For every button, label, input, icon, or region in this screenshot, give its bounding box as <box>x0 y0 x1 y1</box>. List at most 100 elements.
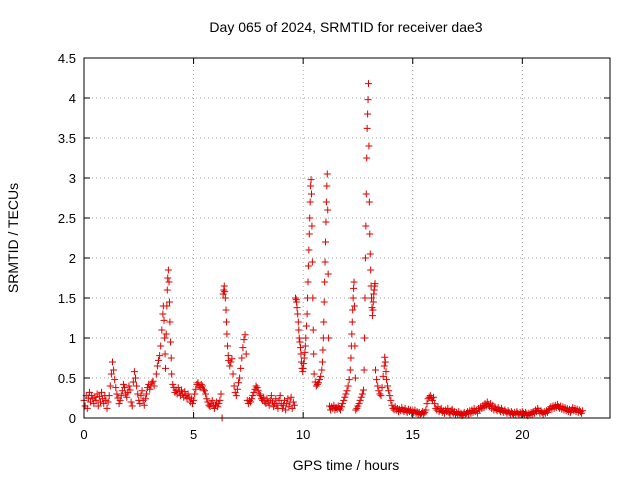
y-tick-label: 1 <box>69 331 76 346</box>
data-point <box>362 222 370 230</box>
data-point <box>374 382 382 390</box>
data-point <box>366 250 374 258</box>
data-point <box>310 370 318 378</box>
data-point <box>342 390 350 398</box>
data-point <box>338 403 346 411</box>
data-point <box>214 403 222 411</box>
data-point <box>134 390 142 398</box>
data-point <box>161 334 169 342</box>
data-point <box>446 410 454 418</box>
data-point <box>163 302 171 310</box>
y-tick-label: 4 <box>69 91 76 106</box>
data-point <box>184 390 192 398</box>
data-point <box>206 403 214 411</box>
data-point <box>293 304 301 312</box>
data-point <box>127 398 135 406</box>
data-point <box>242 350 250 358</box>
data-point <box>121 384 129 392</box>
data-point <box>361 254 369 262</box>
data-point <box>117 392 125 400</box>
data-point <box>194 379 202 387</box>
data-point <box>377 392 385 400</box>
data-point <box>371 280 379 288</box>
data-point <box>340 396 348 404</box>
data-point <box>387 396 395 404</box>
data-point <box>263 395 271 403</box>
data-point <box>224 342 232 350</box>
data-point <box>378 384 386 392</box>
data-point <box>306 198 314 206</box>
data-point <box>166 318 174 326</box>
data-point <box>155 356 163 364</box>
data-point <box>130 368 138 376</box>
data-point <box>308 222 316 230</box>
data-point <box>379 372 387 380</box>
y-tick-label: 0.5 <box>58 371 76 386</box>
data-point <box>152 370 160 378</box>
data-point <box>165 298 173 306</box>
data-point <box>103 404 111 412</box>
data-point <box>202 390 210 398</box>
data-point <box>217 390 225 398</box>
data-point <box>252 382 260 390</box>
data-point <box>431 400 439 408</box>
data-point <box>123 393 131 401</box>
data-point <box>161 350 169 358</box>
data-point <box>221 294 229 302</box>
data-point <box>343 387 351 395</box>
data-point <box>302 334 310 342</box>
data-point <box>294 310 302 318</box>
data-point <box>369 298 377 306</box>
data-point <box>188 400 196 408</box>
data-point <box>178 386 186 394</box>
x-tick-label: 10 <box>296 427 310 442</box>
data-point <box>128 402 136 410</box>
data-point <box>348 330 356 338</box>
data-point <box>364 110 372 118</box>
data-point <box>355 400 363 408</box>
data-point <box>92 396 100 404</box>
data-point <box>316 376 324 384</box>
data-point <box>104 398 112 406</box>
data-point <box>347 354 355 362</box>
data-point <box>229 370 237 378</box>
data-point <box>307 190 315 198</box>
data-point <box>344 382 352 390</box>
data-point <box>239 344 247 352</box>
data-point <box>349 306 357 314</box>
data-point <box>363 154 371 162</box>
data-point <box>381 358 389 366</box>
data-point <box>368 294 376 302</box>
data-point <box>164 274 172 282</box>
data-point <box>235 379 243 387</box>
data-point <box>215 400 223 408</box>
data-point <box>159 310 167 318</box>
data-point <box>317 372 325 380</box>
data-point <box>365 198 373 206</box>
data-point <box>240 336 248 344</box>
data-point <box>112 384 120 392</box>
data-point <box>168 370 176 378</box>
data-point <box>282 406 290 414</box>
chart-title: Day 065 of 2024, SRMTID for receiver dae… <box>209 19 482 35</box>
data-point <box>350 302 358 310</box>
data-point <box>222 306 230 314</box>
data-point <box>362 190 370 198</box>
data-point <box>167 354 175 362</box>
data-point <box>88 392 96 400</box>
data-point <box>126 386 134 394</box>
data-point <box>385 387 393 395</box>
y-tick-label: 3 <box>69 171 76 186</box>
data-point <box>294 318 302 326</box>
data-point <box>365 142 373 150</box>
data-point <box>350 284 358 292</box>
data-point <box>348 318 356 326</box>
data-point <box>422 406 430 414</box>
data-point <box>278 404 286 412</box>
data-point <box>358 390 366 398</box>
y-tick-label: 3.5 <box>58 131 76 146</box>
data-point <box>352 406 360 414</box>
data-point <box>238 354 246 362</box>
data-point <box>156 352 164 360</box>
data-point <box>142 390 150 398</box>
